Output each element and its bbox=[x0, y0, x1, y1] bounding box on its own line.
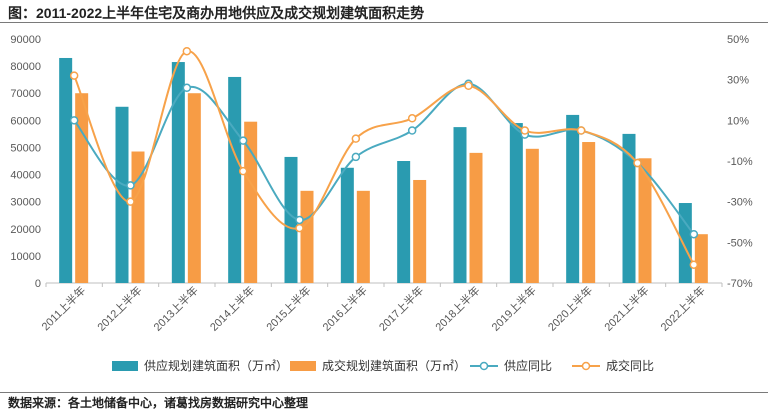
x-tick-label: 2017上半年 bbox=[376, 283, 427, 334]
y-right-tick-label: -10% bbox=[727, 156, 753, 168]
deal-bar bbox=[244, 121, 258, 283]
supply-bar bbox=[622, 133, 636, 283]
y-left-tick-label: 10000 bbox=[10, 251, 41, 263]
deal-yoy-point bbox=[238, 166, 248, 176]
supply-yoy-point bbox=[295, 215, 304, 225]
deal-bar bbox=[638, 158, 652, 283]
source-divider bbox=[0, 392, 768, 393]
deal-bar bbox=[469, 152, 483, 283]
supply-bar bbox=[678, 203, 692, 283]
y-left-tick-label: 20000 bbox=[10, 224, 41, 236]
y-right-tick-label: 10% bbox=[727, 115, 749, 127]
x-tick-label: 2013上半年 bbox=[150, 283, 201, 334]
deal-bar bbox=[582, 142, 596, 283]
x-tick-label: 2012上半年 bbox=[94, 283, 145, 334]
deal-bar bbox=[75, 93, 89, 283]
supply-yoy-point bbox=[407, 126, 417, 135]
x-tick-label: 2020上半年 bbox=[545, 283, 596, 334]
supply-bar bbox=[115, 106, 129, 284]
legend: 供应规划建筑面积（万㎡） 成交规划建筑面积（万㎡） 供应同比 成交同比 bbox=[112, 358, 654, 373]
deal-yoy-point bbox=[407, 114, 417, 123]
x-tick-label: 2011上半年 bbox=[38, 283, 88, 333]
deal-yoy-point bbox=[126, 197, 135, 206]
supply-bar bbox=[340, 167, 354, 283]
deal-yoy-point bbox=[633, 158, 642, 168]
supply-bar bbox=[509, 123, 523, 284]
title-divider bbox=[0, 22, 768, 23]
bars bbox=[59, 57, 708, 284]
supply-yoy-line bbox=[73, 82, 695, 235]
supply-bar bbox=[228, 76, 242, 283]
supply-yoy-point bbox=[126, 181, 135, 190]
y-right-tick-label: -70% bbox=[727, 278, 753, 290]
y-right-tick-label: -50% bbox=[727, 237, 753, 249]
legend-supply-line-label: 供应同比 bbox=[504, 358, 552, 373]
lines bbox=[69, 46, 699, 269]
deal-yoy-point bbox=[182, 46, 192, 56]
y-left-tick-label: 0 bbox=[35, 278, 41, 290]
legend-deal-bar-swatch bbox=[290, 361, 316, 371]
deal-bar bbox=[300, 190, 314, 283]
deal-yoy-point bbox=[351, 134, 361, 143]
supply-yoy-point bbox=[689, 229, 699, 239]
x-tick-label: 2018上半年 bbox=[432, 283, 483, 334]
x-tick-label: 2015上半年 bbox=[263, 283, 314, 334]
deal-bar bbox=[413, 179, 427, 283]
deal-yoy-point bbox=[520, 126, 530, 135]
y-left-tick-label: 40000 bbox=[10, 170, 41, 182]
supply-bar bbox=[453, 127, 467, 283]
y-left-tick-label: 50000 bbox=[10, 142, 41, 154]
x-tick-label: 2016上半年 bbox=[319, 283, 370, 334]
supply-yoy-point bbox=[69, 116, 79, 125]
y-left-tick-label: 30000 bbox=[10, 197, 41, 209]
y-left-tick-label: 90000 bbox=[10, 34, 41, 46]
deal-yoy-point bbox=[576, 126, 586, 135]
supply-yoy-point bbox=[182, 83, 192, 93]
supply-yoy-point bbox=[351, 152, 361, 162]
supply-bar bbox=[59, 57, 73, 283]
deal-yoy-point bbox=[295, 223, 304, 233]
supply-yoy-point bbox=[238, 136, 248, 145]
y-right-tick-label: 50% bbox=[727, 34, 749, 46]
supply-bar bbox=[171, 62, 185, 283]
deal-bar bbox=[525, 148, 539, 283]
legend-deal-line-label: 成交同比 bbox=[606, 358, 654, 373]
legend-deal-bar-label: 成交规划建筑面积（万㎡） bbox=[322, 358, 466, 373]
legend-supply-bar-swatch bbox=[112, 361, 138, 371]
y-left-tick-label: 60000 bbox=[10, 115, 41, 127]
deal-bar bbox=[694, 234, 708, 283]
deal-bar bbox=[187, 93, 201, 283]
chart: 0 10000 20000 30000 40000 50000 60000 70000 8000… bbox=[10, 34, 753, 373]
x-tick-label: 2019上半年 bbox=[488, 283, 539, 334]
y-right-tick-label: -30% bbox=[727, 197, 753, 209]
legend-supply-bar-label: 供应规划建筑面积（万㎡） bbox=[144, 358, 288, 373]
legend-supply-line-marker bbox=[479, 361, 489, 371]
deal-yoy-line bbox=[73, 50, 695, 266]
supply-bar bbox=[284, 156, 298, 283]
deal-yoy-point bbox=[464, 81, 473, 91]
deal-yoy-point bbox=[689, 260, 699, 269]
x-tick-label: 2022上半年 bbox=[657, 283, 708, 334]
y-left-tick-label: 70000 bbox=[10, 88, 41, 100]
deal-yoy-point bbox=[69, 71, 79, 80]
x-tick-label: 2021上半年 bbox=[601, 283, 652, 334]
legend-deal-line-marker bbox=[581, 361, 591, 371]
chart-title: 图：2011-2022上半年住宅及商办用地供应及成交规划建筑面积走势 bbox=[8, 5, 425, 21]
supply-bar bbox=[397, 161, 411, 283]
y-left-tick-label: 80000 bbox=[10, 61, 41, 73]
chart-source: 数据来源：各土地储备中心，诸葛找房数据研究中心整理 bbox=[8, 396, 309, 410]
y-right-tick-label: 30% bbox=[727, 75, 749, 87]
x-tick-label: 2014上半年 bbox=[207, 283, 258, 334]
supply-bar bbox=[566, 114, 580, 284]
deal-bar bbox=[356, 190, 370, 283]
